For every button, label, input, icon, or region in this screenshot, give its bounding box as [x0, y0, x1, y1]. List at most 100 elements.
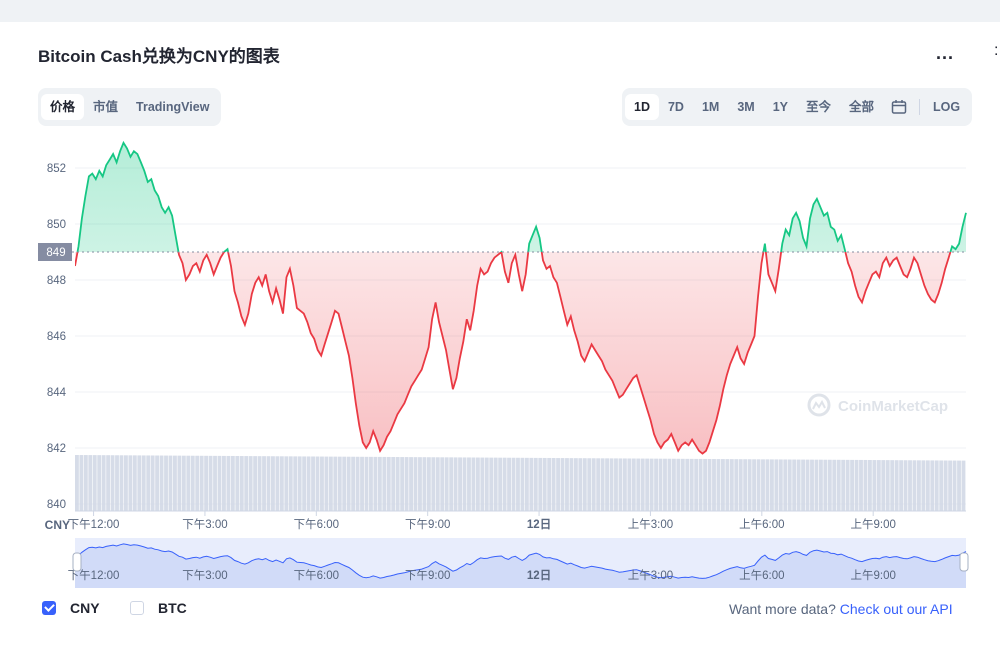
coinmarketcap-watermark: CoinMarketCap — [807, 393, 948, 417]
volume-bar — [204, 455, 209, 511]
volume-bar — [890, 460, 895, 511]
watermark-text: CoinMarketCap — [838, 398, 948, 415]
legend-item-btc[interactable]: BTC — [130, 600, 187, 616]
volume-bar — [222, 455, 226, 511]
legend-item-cny[interactable]: CNY — [42, 600, 100, 616]
volume-bar — [899, 460, 904, 511]
volume-bar — [106, 455, 111, 511]
top-strip — [0, 0, 1000, 22]
y-tick-label: 840 — [47, 499, 66, 511]
volume-bar — [467, 457, 471, 511]
volume-bar — [257, 456, 262, 511]
volume-bar — [271, 456, 275, 511]
btc-checkbox[interactable] — [130, 601, 144, 615]
range-tab-3m[interactable]: 3M — [737, 100, 755, 114]
cny-checkbox[interactable] — [42, 601, 56, 615]
volume-bar — [150, 455, 155, 511]
currency-axis-label: CNY — [45, 518, 70, 532]
x-tick-label: 12日 — [527, 518, 551, 531]
y-tick-label: 844 — [47, 387, 67, 399]
volume-bar — [440, 457, 445, 511]
volume-bar — [239, 456, 244, 511]
range-tab-全部[interactable]: 全部 — [849, 100, 875, 114]
volume-bar — [560, 458, 565, 511]
volume-bar — [712, 459, 716, 511]
volume-bar — [707, 458, 712, 511]
volume-bar — [533, 457, 538, 511]
volume-bar — [832, 459, 837, 511]
volume-bar — [453, 457, 458, 511]
navigator-tick-label: 下午3:00 — [182, 569, 227, 582]
volume-bar — [475, 457, 480, 511]
navigator-handle-left[interactable] — [72, 552, 82, 572]
volume-bar — [199, 455, 204, 511]
volume-bar — [573, 458, 578, 511]
baseline-label: 849 — [46, 247, 65, 259]
volume-bar — [328, 456, 333, 511]
volume-bar — [778, 459, 783, 511]
navigator-handle-right[interactable] — [959, 552, 969, 572]
grid-lines — [75, 167, 966, 505]
y-axis: 852 850 848 846 844 842 840 — [47, 163, 67, 511]
volume-bar — [320, 456, 324, 511]
volume-bar — [845, 459, 850, 511]
api-link[interactable]: Check out our API — [839, 601, 953, 617]
volume-bar — [342, 456, 347, 511]
y-tick-label: 842 — [47, 443, 66, 455]
volume-bar — [253, 456, 258, 511]
volume-bar — [943, 460, 948, 511]
range-tab-1m[interactable]: 1M — [701, 100, 720, 114]
price-chart: CoinMarketCap 849 852850848846844842840 … — [38, 140, 969, 588]
more-options-button[interactable]: ... — [936, 43, 955, 63]
toolbar-divider — [919, 99, 921, 115]
volume-bar — [596, 458, 601, 511]
volume-bar — [137, 455, 142, 511]
volume-bar — [529, 457, 534, 511]
volume-bar — [600, 458, 605, 511]
range-navigator[interactable]: 下午12:00 下午3:00 下午6:00 下午9:00 12日 上午3:00 上午6:00… — [68, 538, 969, 588]
x-tick-label: 下午9:00 — [405, 518, 450, 531]
y-tick-label: 850 — [47, 219, 66, 231]
baseline: 849 — [38, 243, 966, 261]
volume-bar — [542, 457, 547, 511]
volume-bar — [507, 457, 511, 511]
volume-bar — [761, 459, 765, 511]
volume-bar — [484, 457, 489, 511]
view-tab-0[interactable]: 价格 — [41, 94, 85, 120]
volume-bar — [195, 455, 200, 511]
volume-bar — [502, 457, 507, 511]
volume-bar — [377, 456, 382, 511]
view-tab-1[interactable]: 市值 — [93, 100, 119, 114]
volume-bar — [814, 459, 819, 511]
navigator-line — [74, 543, 967, 579]
volume-bar — [876, 460, 881, 511]
volume-bar — [649, 458, 654, 511]
api-promo-text: Want more data? — [729, 601, 836, 617]
volume-bar — [948, 460, 953, 511]
volume-bar — [622, 458, 627, 511]
volume-bar — [422, 457, 427, 511]
volume-bar — [315, 456, 320, 511]
volume-bar — [409, 457, 413, 511]
volume-bar — [132, 455, 137, 511]
volume-bar — [498, 457, 503, 511]
volume-bar — [765, 459, 770, 511]
range-tab-7d[interactable]: 7D — [667, 100, 684, 114]
volume-bar — [431, 457, 436, 511]
log-scale-button[interactable]: LOG — [933, 100, 961, 114]
calendar-icon[interactable] — [883, 94, 915, 120]
volume-bar — [351, 456, 356, 511]
volume-bar — [471, 457, 476, 511]
volume-bar — [934, 460, 939, 511]
volume-bar — [716, 459, 721, 511]
range-tab-1d[interactable]: 1D — [625, 94, 659, 120]
volume-bar — [538, 457, 543, 511]
legend-label-btc: BTC — [158, 600, 187, 616]
volume-bar — [658, 458, 663, 511]
view-tab-2[interactable]: TradingView — [136, 100, 210, 114]
volume-bar — [449, 457, 454, 511]
volume-bar — [311, 456, 315, 511]
volume-bar — [885, 460, 890, 511]
range-tab-至今[interactable]: 至今 — [806, 100, 832, 114]
range-tab-1y[interactable]: 1Y — [772, 100, 789, 114]
